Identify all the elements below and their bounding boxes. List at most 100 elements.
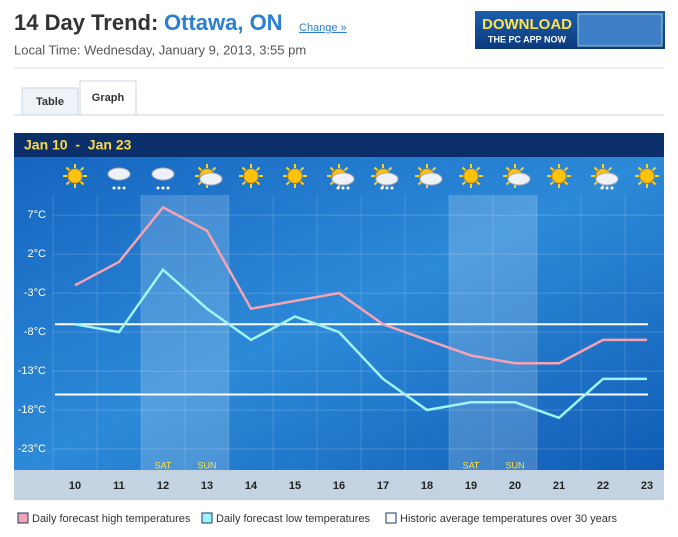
x-tick-label: 20 <box>509 480 521 492</box>
snow-flake <box>156 186 160 190</box>
sun-icon <box>239 164 263 188</box>
snow-flake <box>390 186 394 190</box>
sun-ray <box>299 180 305 186</box>
sun-ray <box>549 180 555 186</box>
x-tick-label: 16 <box>333 480 345 492</box>
y-tick-label: -8°C <box>24 326 46 338</box>
x-strip <box>14 470 664 500</box>
sun-icon <box>635 164 659 188</box>
sun-ray <box>387 166 393 172</box>
cloud <box>419 172 443 186</box>
legend-swatch <box>385 512 397 524</box>
sun <box>287 168 303 184</box>
weekday-label: SUN <box>197 460 216 470</box>
cloud <box>151 167 175 181</box>
cloud <box>595 172 619 186</box>
sun-ray <box>65 180 71 186</box>
series-line <box>74 267 647 420</box>
banner-line: THE PC APP NOW <box>488 34 567 44</box>
cloud <box>107 167 131 181</box>
sun-ray <box>461 166 467 172</box>
sun-ray <box>255 180 261 186</box>
sun <box>551 168 567 184</box>
weekend-shade <box>185 195 229 470</box>
banner-line: DOWNLOAD <box>482 16 572 33</box>
snow-flake <box>346 186 350 190</box>
tab-label[interactable]: Graph <box>92 92 125 104</box>
change-link[interactable]: Change » <box>299 22 347 34</box>
tab-label[interactable]: Table <box>36 96 64 108</box>
sun <box>639 168 655 184</box>
sun-ray <box>285 166 291 172</box>
x-tick-label: 22 <box>597 480 609 492</box>
sun-icon <box>63 164 87 188</box>
snow-flake <box>166 186 170 190</box>
y-tick-label: -3°C <box>24 287 46 299</box>
sun-icon <box>283 164 307 188</box>
snow-flake <box>112 186 116 190</box>
sun-icon <box>459 164 483 188</box>
sun-ray <box>651 166 657 172</box>
y-tick-label: -23°C <box>18 443 46 455</box>
sun-ray <box>373 166 379 172</box>
y-tick-label: 7°C <box>28 209 47 221</box>
legend-label: Daily forecast low temperatures <box>216 513 371 525</box>
sun-ray <box>519 166 525 172</box>
cloud <box>375 172 399 186</box>
snow-flake <box>610 186 614 190</box>
weekday-label: SUN <box>505 460 524 470</box>
sun-ray <box>211 166 217 172</box>
snow-flake <box>122 186 126 190</box>
page-title: 14 Day Trend: <box>14 10 158 35</box>
sun <box>67 168 83 184</box>
sun-ray <box>197 166 203 172</box>
snow-flake <box>161 186 165 190</box>
sun-ray <box>79 180 85 186</box>
sun-ray <box>549 166 555 172</box>
legend-swatch <box>17 512 29 524</box>
sun <box>243 168 259 184</box>
y-tick-label: -13°C <box>18 365 46 377</box>
sun-ray <box>79 166 85 172</box>
cloud <box>199 172 223 186</box>
series-line <box>74 205 647 365</box>
cloud <box>507 172 531 186</box>
sun-ray <box>651 180 657 186</box>
sun <box>463 168 479 184</box>
sun-icon <box>547 164 571 188</box>
sun-ray <box>461 180 467 186</box>
snow-flake <box>600 186 604 190</box>
snow-flake <box>341 186 345 190</box>
banner-screenshot <box>577 13 663 47</box>
x-tick-label: 21 <box>553 480 565 492</box>
sun-ray <box>285 180 291 186</box>
x-tick-label: 12 <box>157 480 169 492</box>
snow-flake <box>117 186 121 190</box>
sun-ray <box>255 166 261 172</box>
snow-flake <box>380 186 384 190</box>
x-tick-label: 11 <box>113 480 125 492</box>
x-tick-label: 10 <box>69 480 81 492</box>
tab[interactable] <box>21 87 79 116</box>
weekday-label: SAT <box>155 460 172 470</box>
weekend-shade <box>141 195 185 470</box>
sun-ray <box>637 166 643 172</box>
cloud <box>331 172 355 186</box>
sun-ray <box>431 166 437 172</box>
x-tick-label: 14 <box>245 480 258 492</box>
plot-area <box>14 157 664 470</box>
x-tick-label: 15 <box>289 480 301 492</box>
weekend-shade <box>449 195 493 470</box>
sun-ray <box>65 166 71 172</box>
sun-ray <box>475 180 481 186</box>
sun-ray <box>241 166 247 172</box>
snow-flake <box>385 186 389 190</box>
sun-ray <box>563 166 569 172</box>
legend-label: Daily forecast high temperatures <box>32 513 191 525</box>
x-tick-label: 18 <box>421 480 433 492</box>
x-tick-label: 19 <box>465 480 477 492</box>
sun-ray <box>343 166 349 172</box>
sun-ray <box>329 166 335 172</box>
snow-flake <box>336 186 340 190</box>
